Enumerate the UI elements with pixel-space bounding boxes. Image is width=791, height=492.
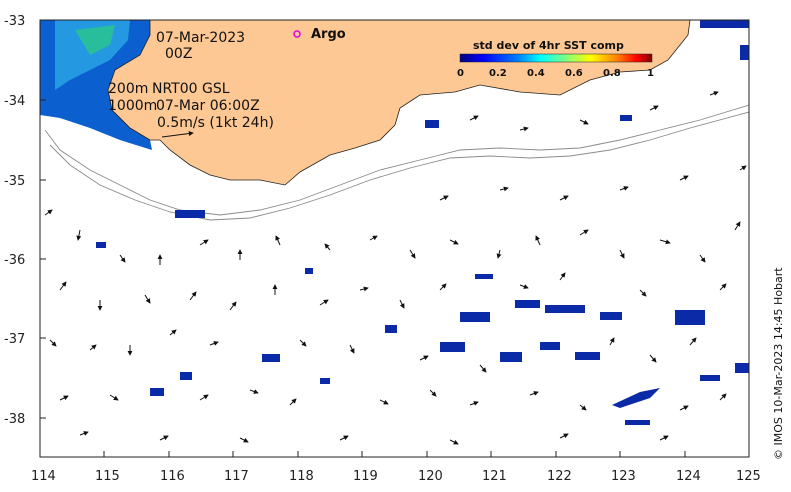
y-tick-label: -33 [4,14,25,29]
contour-200m [44,104,749,216]
colorbar-tick: 1 [647,68,654,79]
argo-legend-label: Argo [311,27,346,42]
credit-label: © IMOS 10-Mar-2023 14:45 Hobart [772,267,785,460]
product-time-label: 07-Mar 06:00Z [156,98,260,114]
y-axis: -33 -34 -35 -36 -37 -38 [4,14,46,427]
colorbar-tick: 0 [457,68,464,79]
x-tick-label: 122 [547,469,572,484]
y-tick-label: -38 [4,412,25,427]
x-tick-label: 116 [160,469,185,484]
x-tick-label: 115 [95,469,120,484]
colorbar-ticks: 0 0.2 0.4 0.6 0.8 1 [457,68,654,79]
colorbar [459,53,653,63]
y-tick-label: -35 [4,174,25,189]
x-tick-label: 120 [418,469,443,484]
x-axis: 114 115 116 117 118 119 120 121 122 123 … [31,451,761,484]
time-label: 00Z [165,46,192,62]
colorbar-tick: 0.6 [565,68,583,79]
x-tick-label: 125 [736,469,761,484]
contour-label-200m: 200m [108,81,148,97]
plot-border [39,19,750,458]
scale-label: 0.5m/s (1kt 24h) [157,115,274,131]
x-tick-label: 121 [482,469,507,484]
sst-field-west-green [75,25,115,55]
y-tick-label: -36 [4,253,25,268]
y-tick-label: -34 [4,94,25,109]
x-tick-label: 117 [224,469,249,484]
contour-1000m [49,111,749,221]
product-label: NRT00 GSL [152,81,230,97]
current-vectors [44,91,747,445]
contour-label-1000m: 1000m [108,98,157,114]
colorbar-tick: 0.2 [489,68,507,79]
x-tick-label: 123 [611,469,636,484]
colorbar-title: std dev of 4hr SST comp [473,39,624,52]
scale-arrow-icon [161,131,194,138]
colorbar-tick: 0.4 [527,68,545,79]
x-tick-label: 114 [31,469,56,484]
x-tick-label: 118 [289,469,314,484]
colorbar-tick: 0.8 [603,68,621,79]
argo-marker-icon [293,30,301,38]
y-tick-label: -37 [4,332,25,347]
date-label: 07-Mar-2023 [156,30,245,46]
x-tick-label: 119 [353,469,378,484]
x-tick-label: 124 [676,469,701,484]
sst-patches [96,20,749,425]
